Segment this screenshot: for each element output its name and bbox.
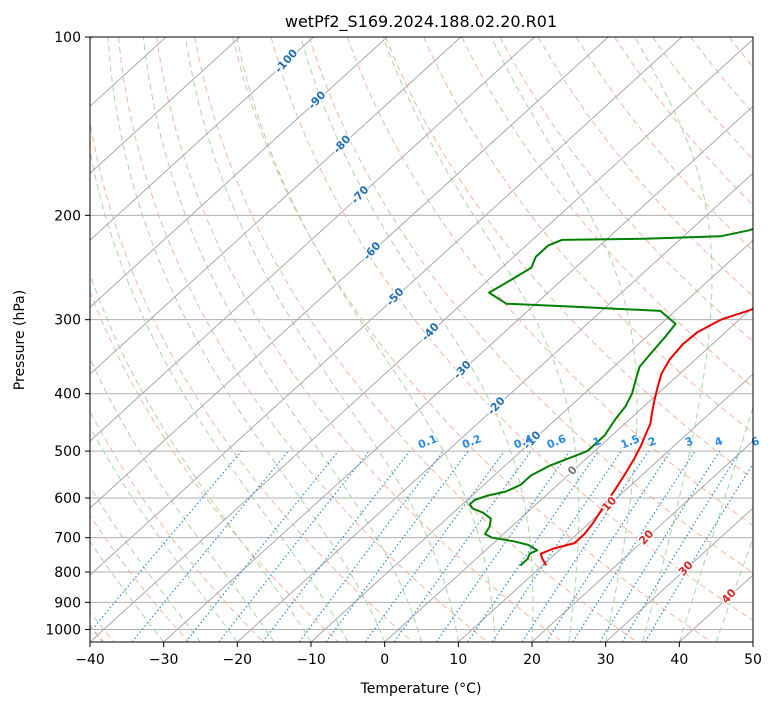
temperature-profile-line (539, 308, 753, 566)
dry-adiabat (537, 37, 753, 297)
isotherm-line (457, 373, 753, 642)
isotherm-line (384, 306, 753, 642)
moist-adiabat (300, 37, 534, 642)
dry-adiabat (90, 410, 264, 642)
mixing-ratio-line (90, 450, 242, 634)
moist-adiabat (634, 37, 713, 642)
mixing-ratio-line (545, 450, 672, 642)
x-tick-label: −40 (75, 652, 105, 668)
isotherm-line (90, 37, 314, 241)
x-tick-label: 10 (449, 652, 467, 668)
y-tick-label: 1000 (45, 622, 81, 638)
moist-adiabat (185, 37, 459, 642)
mixing-ratio-line (364, 450, 505, 642)
y-tick-label: 600 (54, 491, 81, 507)
mixing-ratio-line (435, 450, 571, 642)
dry-adiabat (117, 37, 488, 642)
mixing-ratio-line (621, 450, 741, 642)
isotherm-line (310, 239, 753, 642)
x-tick-label: 0 (380, 652, 389, 668)
isotherm-line (90, 37, 535, 442)
y-tick-label: 900 (54, 595, 81, 611)
y-tick-label: 100 (54, 30, 81, 46)
mixing-ratio-line (131, 450, 289, 642)
x-tick-label: 50 (744, 652, 762, 668)
data-series (468, 227, 753, 567)
x-tick-label: −10 (296, 652, 326, 668)
chart-title: wetPf2_S169.2024.188.02.20.R01 (285, 12, 557, 32)
background-lines (90, 37, 753, 642)
y-tick-label: 200 (54, 208, 81, 224)
moist-adiabat (90, 425, 238, 642)
x-tick-label: 30 (597, 652, 615, 668)
x-tick-label: −30 (149, 652, 179, 668)
mixing-ratio-line (572, 450, 696, 642)
moist-adiabat (90, 148, 349, 642)
mixing-ratio-label: 1 (591, 434, 603, 449)
isotherm-line (90, 37, 462, 375)
moist-adiabat (715, 537, 753, 642)
dry-adiabat (194, 37, 638, 642)
mixing-ratio-line (467, 450, 599, 642)
y-tick-label: 500 (54, 444, 81, 460)
isotherm-line (605, 507, 753, 642)
y-tick-label: 300 (54, 313, 81, 329)
isotherm-line (90, 38, 753, 642)
dry-adiabat (270, 37, 753, 621)
mixing-ratio-line (298, 450, 444, 642)
moist-adiabat (90, 540, 165, 642)
moist-adiabat (490, 37, 638, 642)
mixing-ratio-label: 3 (683, 434, 695, 449)
isotherm-line (90, 37, 683, 576)
x-tick-label: −20 (223, 652, 253, 668)
mixing-ratio-line (491, 450, 622, 642)
moist-adiabat (382, 37, 580, 642)
x-tick-label: 40 (670, 652, 688, 668)
isotherm-line (236, 172, 753, 642)
mixing-ratio-line (644, 462, 753, 642)
isotherm-line (90, 37, 609, 509)
mixing-ratio-line (185, 450, 339, 642)
y-tick-label: 400 (54, 387, 81, 403)
plot-frame (89, 36, 754, 643)
isotherm-line (90, 37, 388, 308)
x-tick-label: 20 (523, 652, 541, 668)
isotherm-line (90, 37, 241, 174)
mixing-ratio-line (325, 450, 469, 642)
dry-adiabat (461, 37, 753, 388)
axes: −40 −30 −20 −10 0 10 20 30 40 50 100 200 300 400 500 60… (45, 30, 762, 668)
dry-adiabat (423, 37, 753, 434)
moist-adiabat (90, 357, 275, 642)
isotherm-line (163, 105, 753, 642)
y-tick-label: 700 (54, 531, 81, 547)
dewpoint-profile-line (468, 227, 753, 567)
mixing-ratio-line (393, 450, 532, 642)
moist-adiabat (142, 37, 422, 642)
mixing-ratio-label: 2 (646, 434, 658, 449)
moist-adiabat (236, 37, 496, 642)
isotherm-line (531, 440, 753, 642)
mixing-ratio-line (521, 450, 650, 642)
moist-adiabat (107, 37, 386, 642)
x-axis-label: Temperature (°C) (360, 681, 482, 697)
dry-adiabat (156, 37, 563, 642)
y-tick-label: 800 (54, 565, 81, 581)
moist-adiabat (678, 405, 753, 642)
dry-adiabat (308, 37, 753, 574)
y-axis-label: Pressure (hPa) (12, 290, 28, 390)
